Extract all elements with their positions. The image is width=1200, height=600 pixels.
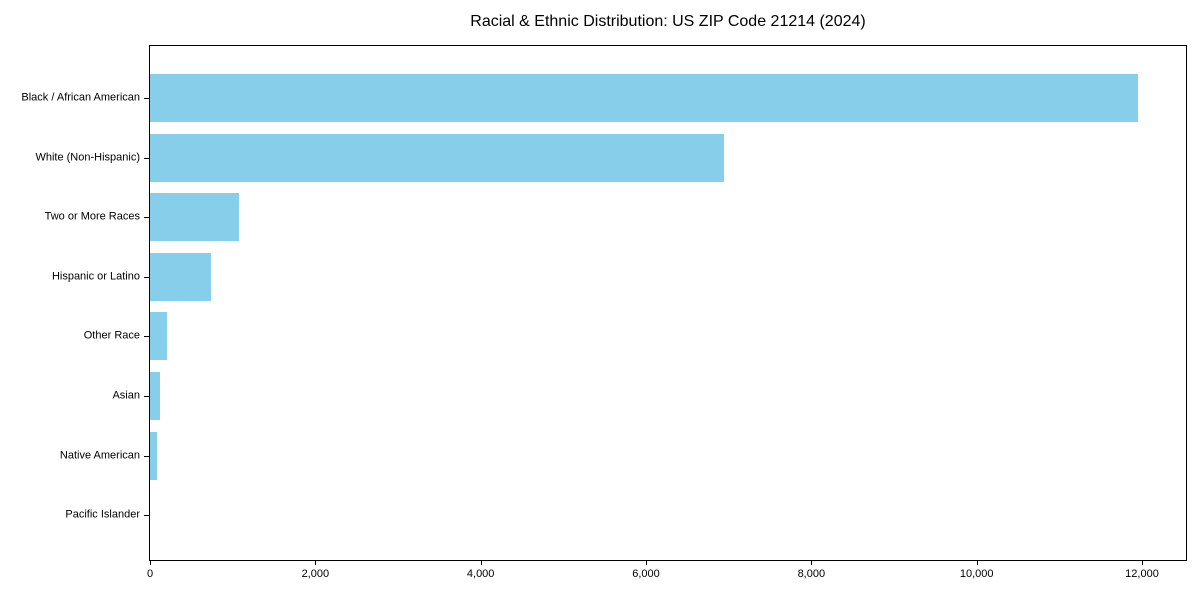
x-axis-label: 2,000: [301, 568, 330, 580]
x-axis-label: 8,000: [797, 568, 826, 580]
y-axis-label: Black / African American: [21, 91, 140, 104]
x-axis-tick: [976, 560, 978, 565]
y-axis-tick: [144, 98, 149, 99]
y-axis-label: White (Non-Hispanic): [35, 151, 140, 164]
bar: [150, 431, 158, 480]
y-axis-label: Other Race: [83, 329, 140, 342]
x-axis-tick: [646, 560, 647, 565]
bar: [150, 133, 724, 182]
y-axis-tick: [144, 396, 149, 397]
x-axis-tick: [315, 560, 317, 565]
y-axis-tick: [144, 336, 149, 338]
x-axis-label: 6,000: [632, 568, 660, 580]
x-axis-label: 0: [146, 568, 154, 580]
x-axis-tick: [811, 560, 813, 565]
x-axis-label: 4,000: [466, 568, 495, 580]
chart-title: Racial & Ethnic Distribution: US ZIP Cod…: [470, 13, 866, 30]
bar: [150, 312, 167, 361]
y-axis-tick: [144, 157, 149, 159]
y-axis-tick: [144, 515, 149, 517]
y-axis-label: Two or More Races: [44, 210, 140, 223]
y-axis-tick: [144, 217, 149, 219]
plot-area: Black / African American White (Non-Hispa…: [21, 45, 1187, 580]
y-axis-label: Pacific Islander: [65, 508, 140, 521]
x-axis-tick: [480, 560, 482, 565]
x-axis-label: 10,000: [959, 568, 994, 580]
y-axis-label: Native American: [59, 449, 140, 462]
x-axis-label: 12,000: [1125, 568, 1159, 580]
x-axis-tick: [1142, 560, 1143, 565]
bar: [150, 74, 1138, 122]
bar: [150, 193, 240, 242]
y-axis-label: Hispanic or Latino: [51, 270, 140, 283]
y-axis-tick: [144, 455, 149, 457]
x-axis-tick: [150, 560, 151, 565]
y-axis-label: Asian: [112, 389, 140, 402]
bar: [150, 372, 160, 420]
bar: [150, 252, 212, 301]
y-axis-tick: [144, 276, 149, 278]
